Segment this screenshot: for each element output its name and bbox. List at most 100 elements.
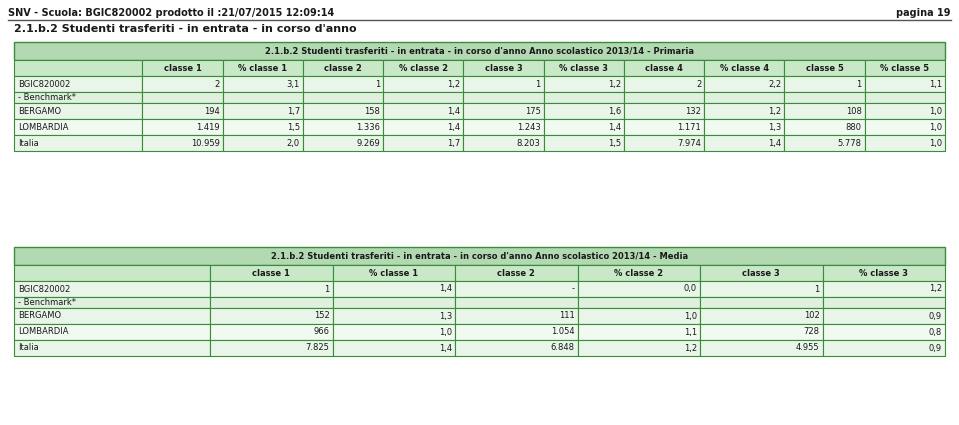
Bar — [210, 265, 333, 281]
Bar — [700, 281, 823, 297]
Text: 1,1: 1,1 — [929, 79, 942, 88]
Text: BERGAMO: BERGAMO — [18, 107, 61, 116]
Bar — [14, 135, 143, 151]
Bar — [333, 308, 455, 324]
Text: 1,4: 1,4 — [447, 107, 460, 116]
Text: 5.778: 5.778 — [838, 139, 862, 147]
Bar — [823, 297, 945, 308]
Text: Italia: Italia — [18, 343, 38, 352]
Bar — [624, 103, 704, 119]
Text: - Benchmark*: - Benchmark* — [18, 93, 76, 102]
Bar — [455, 340, 577, 356]
Text: classe 5: classe 5 — [806, 63, 844, 73]
Text: classe 1: classe 1 — [252, 269, 291, 278]
Bar — [143, 92, 222, 103]
Bar — [700, 308, 823, 324]
Bar — [210, 297, 333, 308]
Text: 8.203: 8.203 — [517, 139, 541, 147]
Bar — [823, 265, 945, 281]
Text: SNV - Scuola: BGIC820002 prodotto il :21/07/2015 12:09:14: SNV - Scuola: BGIC820002 prodotto il :21… — [8, 8, 335, 18]
Text: 1,4: 1,4 — [608, 122, 621, 131]
Bar — [333, 297, 455, 308]
Text: 1,4: 1,4 — [447, 122, 460, 131]
Text: 1,0: 1,0 — [929, 122, 942, 131]
Text: 1: 1 — [814, 284, 820, 294]
Text: BERGAMO: BERGAMO — [18, 312, 61, 320]
Bar — [784, 135, 865, 151]
Bar — [577, 340, 700, 356]
Text: Italia: Italia — [18, 139, 38, 147]
Text: 1: 1 — [375, 79, 380, 88]
Bar — [544, 92, 624, 103]
Bar — [463, 135, 544, 151]
Text: 1,5: 1,5 — [608, 139, 621, 147]
Bar — [210, 308, 333, 324]
Bar — [704, 103, 784, 119]
Bar — [14, 92, 143, 103]
Bar — [704, 76, 784, 92]
Text: 111: 111 — [559, 312, 574, 320]
Bar — [14, 247, 945, 265]
Text: 1: 1 — [535, 79, 541, 88]
Bar — [455, 324, 577, 340]
Bar — [624, 92, 704, 103]
Bar — [577, 324, 700, 340]
Text: 2.1.b.2 Studenti trasferiti - in entrata - in corso d'anno Anno scolastico 2013/: 2.1.b.2 Studenti trasferiti - in entrata… — [265, 46, 694, 56]
Text: 152: 152 — [314, 312, 330, 320]
Bar — [14, 103, 143, 119]
Text: 1,0: 1,0 — [929, 107, 942, 116]
Bar — [384, 135, 463, 151]
Text: LOMBARDIA: LOMBARDIA — [18, 328, 68, 337]
Bar — [210, 281, 333, 297]
Text: 7.974: 7.974 — [677, 139, 701, 147]
Text: 7.825: 7.825 — [306, 343, 330, 352]
Bar — [544, 103, 624, 119]
Bar — [14, 119, 143, 135]
Text: 1,4: 1,4 — [768, 139, 782, 147]
Bar — [222, 103, 303, 119]
Text: 966: 966 — [314, 328, 330, 337]
Text: 1,2: 1,2 — [684, 343, 697, 352]
Text: pagina 19: pagina 19 — [897, 8, 951, 18]
Bar — [865, 103, 945, 119]
Text: 1.243: 1.243 — [517, 122, 541, 131]
Text: 880: 880 — [846, 122, 862, 131]
Text: -: - — [572, 284, 574, 294]
Bar — [823, 340, 945, 356]
Bar — [700, 265, 823, 281]
Bar — [143, 76, 222, 92]
Bar — [14, 281, 210, 297]
Text: % classe 3: % classe 3 — [859, 269, 908, 278]
Bar — [865, 60, 945, 76]
Bar — [303, 103, 384, 119]
Text: 0,9: 0,9 — [929, 312, 942, 320]
Bar — [333, 324, 455, 340]
Bar — [14, 42, 945, 60]
Bar — [143, 103, 222, 119]
Bar — [624, 76, 704, 92]
Bar — [14, 297, 210, 308]
Bar — [577, 308, 700, 324]
Text: 132: 132 — [686, 107, 701, 116]
Text: 1: 1 — [856, 79, 862, 88]
Text: % classe 1: % classe 1 — [238, 63, 288, 73]
Bar — [784, 60, 865, 76]
Bar — [704, 119, 784, 135]
Bar — [303, 135, 384, 151]
Bar — [222, 60, 303, 76]
Text: 1,5: 1,5 — [287, 122, 300, 131]
Bar — [865, 76, 945, 92]
Bar — [455, 308, 577, 324]
Bar — [700, 324, 823, 340]
Text: classe 3: classe 3 — [484, 63, 523, 73]
Bar — [784, 119, 865, 135]
Text: 1,4: 1,4 — [439, 284, 452, 294]
Bar — [14, 308, 210, 324]
Text: LOMBARDIA: LOMBARDIA — [18, 122, 68, 131]
Bar — [333, 340, 455, 356]
Text: 1,2: 1,2 — [447, 79, 460, 88]
Bar — [222, 119, 303, 135]
Text: 1.054: 1.054 — [550, 328, 574, 337]
Text: classe 4: classe 4 — [645, 63, 683, 73]
Text: 1,2: 1,2 — [608, 79, 621, 88]
